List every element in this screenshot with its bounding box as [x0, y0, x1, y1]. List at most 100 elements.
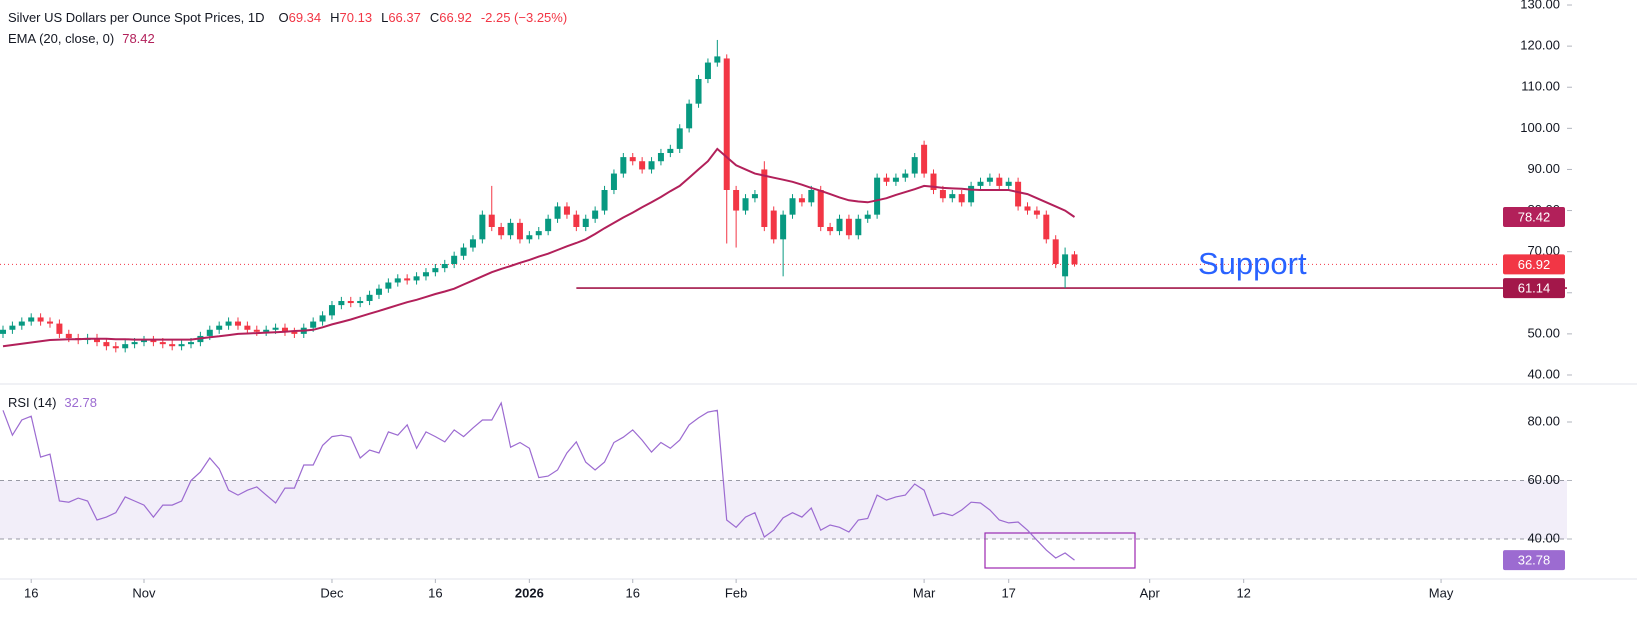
ema-legend: EMA (20, close, 0) 78.42 — [8, 31, 155, 46]
candle-body — [0, 329, 7, 334]
candle-body — [122, 344, 129, 349]
x-tick-label: 17 — [1001, 585, 1015, 600]
candle-body — [977, 181, 984, 186]
x-tick-label: 16 — [428, 585, 442, 600]
candle-body — [695, 79, 702, 104]
candle-body — [968, 185, 975, 203]
legend-key: O — [278, 10, 288, 25]
y-tick-label: 80.00 — [1527, 413, 1560, 428]
candle-body — [620, 157, 627, 174]
x-tick-label: 2026 — [515, 585, 544, 600]
candle-body — [65, 333, 72, 338]
candle-body — [93, 337, 100, 343]
candle-body — [610, 173, 617, 190]
candle-body — [140, 340, 147, 343]
candle-body — [159, 342, 166, 345]
candle-body — [1024, 206, 1031, 211]
candle-body — [949, 194, 956, 199]
candle-body — [808, 189, 815, 203]
candle-body — [554, 206, 561, 219]
candle-body — [563, 206, 570, 215]
candle-body — [1071, 254, 1078, 265]
candle-body — [601, 189, 608, 211]
candle-body — [281, 327, 288, 332]
candle-body — [921, 144, 928, 174]
candle-body — [874, 177, 881, 215]
candle-body — [864, 214, 871, 219]
candle-body — [187, 342, 194, 345]
candle-body — [234, 321, 241, 326]
candle-body — [244, 325, 251, 330]
candle-body — [357, 300, 364, 304]
y-tick-label: 50.00 — [1527, 325, 1560, 340]
candle-body — [751, 194, 758, 199]
y-tick-label: 110.00 — [1521, 79, 1560, 94]
candle-body — [770, 210, 777, 240]
candle-body — [366, 294, 373, 301]
candle-body — [441, 263, 448, 269]
candle-body — [845, 218, 852, 236]
y-tick-label: 40.00 — [1527, 530, 1560, 545]
candle-body — [498, 226, 505, 236]
rsi-band — [0, 480, 1567, 540]
candle-body — [291, 331, 298, 334]
annotation-box — [984, 532, 1136, 569]
candle-body — [131, 342, 138, 345]
candle-body — [413, 276, 420, 281]
candle-body — [911, 157, 918, 174]
legend-title: Silver US Dollars per Ounce Spot Prices,… — [8, 10, 264, 25]
y-tick-label: 60.00 — [1527, 472, 1560, 487]
legend-key: H — [330, 10, 339, 25]
support-price-tag-bg — [1503, 278, 1565, 299]
rsi-line — [2, 401, 1075, 561]
rsi-name: RSI (14) — [8, 395, 56, 410]
rsi-tag-bg — [1503, 550, 1565, 571]
candle-body — [479, 214, 486, 240]
candle-body — [657, 153, 664, 162]
candle-body — [216, 325, 223, 330]
candle-body — [1062, 254, 1069, 277]
candle-body — [648, 161, 655, 170]
candle-body — [319, 315, 326, 322]
legend-value: 66.92 — [439, 10, 472, 25]
candle-body — [545, 218, 552, 232]
candle-body — [892, 177, 899, 182]
x-tick-label: 16 — [24, 585, 38, 600]
candle-body — [1052, 239, 1059, 264]
candle-body — [780, 214, 787, 240]
ema-price-tag: 78.42 — [1518, 209, 1551, 224]
x-tick-label: Apr — [1140, 585, 1161, 600]
candle-body — [404, 278, 411, 281]
candle-body — [582, 218, 589, 227]
ema-name: EMA (20, close, 0) — [8, 31, 114, 46]
candle-body — [507, 222, 514, 236]
candle-body — [676, 128, 683, 149]
candle-body — [1043, 214, 1050, 240]
ema-line — [2, 147, 1076, 348]
candle-body — [714, 56, 721, 63]
candle-body — [592, 210, 599, 219]
candle-body — [686, 103, 693, 129]
candle-body — [422, 272, 429, 277]
legend-value: 66.37 — [388, 10, 421, 25]
legend: Silver US Dollars per Ounce Spot Prices,… — [8, 10, 567, 25]
x-tick-label: Mar — [913, 585, 936, 600]
candle-body — [394, 278, 401, 283]
candle-body — [883, 177, 890, 182]
candle-body — [817, 189, 824, 227]
candle-body — [704, 62, 711, 80]
candle-body — [930, 173, 937, 190]
candle-body — [37, 317, 44, 322]
candle-body — [836, 218, 843, 232]
y-tick-label: 100.00 — [1520, 120, 1560, 135]
candle-body — [761, 169, 768, 227]
x-tick-label: Dec — [320, 585, 344, 600]
candle-body — [263, 329, 270, 332]
candle-body — [169, 344, 176, 347]
last-price-tag: 66.92 — [1518, 257, 1551, 272]
candle-body — [469, 239, 476, 248]
candle-body — [902, 173, 909, 178]
candle-body — [375, 288, 382, 295]
candle-body — [733, 189, 740, 211]
